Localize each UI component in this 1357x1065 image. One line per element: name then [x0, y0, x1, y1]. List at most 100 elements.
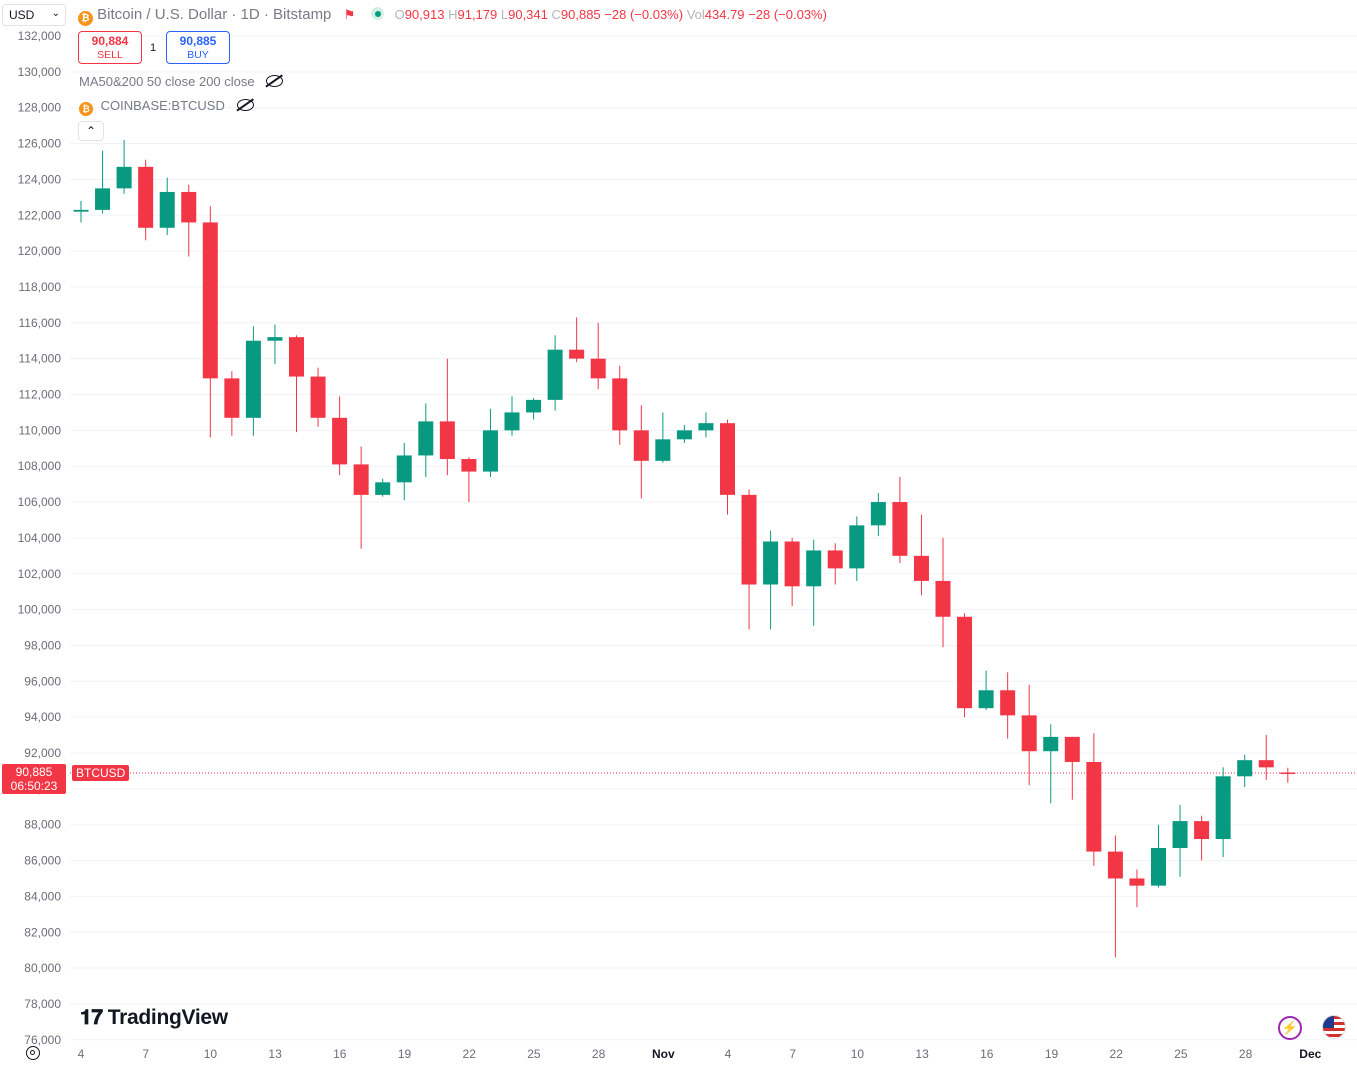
candle-body	[375, 482, 391, 495]
volume-change: −28 (−0.03%)	[748, 7, 827, 22]
candle-body	[396, 455, 412, 483]
y-tick-label: 114,000	[19, 352, 62, 366]
volume-value: 434.79	[704, 7, 745, 22]
candle	[1129, 869, 1145, 908]
candle-body	[1151, 848, 1166, 886]
candle	[1172, 804, 1188, 877]
candle-body	[526, 399, 542, 413]
sell-price: 90,884	[91, 34, 129, 48]
candle-body	[590, 358, 606, 379]
candle-body	[784, 541, 800, 587]
candle	[1000, 672, 1016, 739]
y-tick-label: 78,000	[24, 997, 61, 1011]
indicator-ma[interactable]: MA50&200 50 close 200 close	[79, 74, 284, 89]
candle	[720, 419, 735, 515]
candle-body	[73, 209, 89, 212]
candle	[1151, 824, 1166, 888]
candle	[569, 317, 585, 363]
candle-body	[138, 166, 154, 228]
indicator-ma-label: MA50&200 50 close 200 close	[79, 74, 255, 89]
candle	[1280, 767, 1296, 783]
currency-select[interactable]: USD ⌄	[2, 4, 66, 26]
close-label: C	[551, 7, 561, 22]
high-value: 91,179	[457, 7, 498, 22]
flag-icon[interactable]: ⚑	[343, 7, 356, 22]
x-tick-label: 25	[527, 1047, 541, 1061]
candle-body	[547, 349, 563, 400]
candle-body	[720, 423, 735, 495]
candle-body	[1043, 736, 1059, 752]
indicator-compare[interactable]: ₿ COINBASE:BTCUSD	[79, 98, 254, 116]
candle	[913, 514, 929, 596]
candle	[849, 516, 865, 581]
settings-gear-icon[interactable]	[26, 1046, 40, 1060]
candle-body	[849, 525, 865, 569]
x-tick-label: Dec	[1299, 1047, 1321, 1061]
symbol-title[interactable]: Bitcoin / U.S. Dollar · 1D · Bitstamp	[97, 6, 332, 23]
candle-body	[935, 580, 951, 617]
candle	[504, 396, 520, 436]
y-tick-label: 106,000	[18, 495, 62, 509]
x-tick-label: 16	[333, 1047, 347, 1061]
sell-label: SELL	[97, 49, 123, 61]
candle	[73, 200, 89, 223]
us-flag-icon[interactable]	[1322, 1015, 1346, 1039]
candle-body	[1215, 776, 1231, 840]
candle-body	[569, 349, 585, 359]
candle	[289, 335, 304, 433]
x-tick-label: 7	[789, 1047, 796, 1061]
x-tick-label: 19	[398, 1047, 412, 1061]
y-tick-label: 116,000	[19, 316, 62, 330]
collapse-legend-button[interactable]: ⌃	[78, 121, 104, 141]
y-tick-label: 122,000	[18, 208, 62, 222]
candle-body	[418, 421, 434, 456]
candle-body	[1258, 760, 1274, 768]
tradingview-logo-icon: 𝟏𝟕	[80, 1006, 103, 1029]
x-tick-label: 16	[980, 1047, 994, 1061]
y-tick-label: 130,000	[18, 65, 62, 79]
x-tick-label: 7	[142, 1047, 149, 1061]
open-label: O	[394, 7, 405, 22]
x-tick-label: 10	[851, 1047, 865, 1061]
x-tick-label: 22	[463, 1047, 477, 1061]
candle-body	[461, 459, 477, 472]
y-tick-label: 82,000	[24, 925, 61, 939]
candle-body	[181, 191, 197, 223]
low-label: L	[500, 7, 509, 22]
candle	[95, 150, 111, 214]
candle-body	[202, 222, 218, 379]
candle	[547, 335, 563, 411]
hide-eye-icon[interactable]	[266, 75, 284, 87]
candle	[353, 446, 369, 549]
sell-button[interactable]: 90,884 SELL	[78, 31, 142, 64]
ai-assistant-icon[interactable]: ⚡	[1278, 1016, 1302, 1040]
tradingview-logo[interactable]: 𝟏𝟕 TradingView	[80, 1006, 228, 1030]
candle	[827, 543, 843, 585]
candle	[332, 396, 348, 476]
x-tick-label: 28	[1239, 1047, 1253, 1061]
candle	[1215, 767, 1231, 857]
bitcoin-icon: ₿	[78, 11, 93, 26]
x-tick-label: 4	[78, 1047, 85, 1061]
candle	[418, 403, 434, 477]
y-tick-label: 110,000	[19, 423, 62, 437]
y-tick-label: 132,000	[18, 29, 62, 43]
candle-body	[1064, 736, 1080, 762]
candle	[633, 405, 649, 499]
hide-eye-icon[interactable]	[236, 99, 254, 111]
y-tick-label: 124,000	[18, 172, 62, 186]
candle	[1064, 736, 1080, 800]
market-status-icon[interactable]	[371, 7, 385, 20]
x-tick-label: Nov	[652, 1047, 675, 1061]
candle	[892, 476, 908, 563]
candle	[978, 670, 994, 710]
x-tick-label: 19	[1045, 1047, 1059, 1061]
candle	[202, 206, 218, 438]
buy-button[interactable]: 90,885 BUY	[166, 31, 230, 64]
y-tick-label: 102,000	[18, 567, 62, 581]
x-tick-label: 10	[204, 1047, 218, 1061]
candle	[870, 493, 886, 537]
y-tick-label: 88,000	[24, 818, 61, 832]
y-tick-label: 80,000	[24, 961, 61, 975]
